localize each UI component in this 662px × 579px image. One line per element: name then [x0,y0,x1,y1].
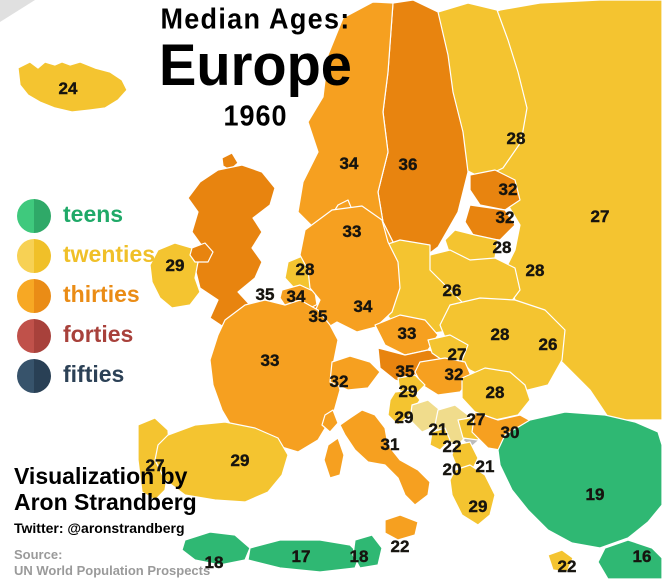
svg-text:33: 33 [343,222,362,241]
svg-text:32: 32 [330,372,349,391]
svg-text:18: 18 [350,547,369,566]
svg-text:27: 27 [591,207,610,226]
svg-text:24: 24 [59,79,78,98]
svg-text:28: 28 [493,238,512,257]
svg-text:21: 21 [476,457,495,476]
svg-text:34: 34 [354,297,373,316]
svg-text:22: 22 [391,537,410,556]
svg-text:30: 30 [501,423,520,442]
svg-text:28: 28 [486,383,505,402]
svg-text:32: 32 [499,180,518,199]
svg-text:26: 26 [443,281,462,300]
svg-text:19: 19 [586,485,605,504]
svg-text:29: 29 [469,497,488,516]
svg-text:29: 29 [231,451,250,470]
svg-text:27: 27 [467,410,486,429]
svg-text:29: 29 [395,408,414,427]
svg-text:20: 20 [443,460,462,479]
svg-text:28: 28 [526,261,545,280]
svg-text:26: 26 [539,335,558,354]
svg-text:28: 28 [507,129,526,148]
svg-text:22: 22 [443,437,462,456]
svg-text:31: 31 [381,435,400,454]
svg-text:36: 36 [399,155,418,174]
svg-text:22: 22 [558,557,577,576]
svg-text:34: 34 [340,154,359,173]
svg-text:32: 32 [445,365,464,384]
svg-text:17: 17 [292,547,311,566]
svg-text:35: 35 [396,362,415,381]
svg-text:32: 32 [496,208,515,227]
svg-text:27: 27 [448,345,467,364]
svg-text:16: 16 [633,547,652,566]
svg-text:29: 29 [399,382,418,401]
svg-text:33: 33 [398,324,417,343]
svg-text:28: 28 [491,325,510,344]
